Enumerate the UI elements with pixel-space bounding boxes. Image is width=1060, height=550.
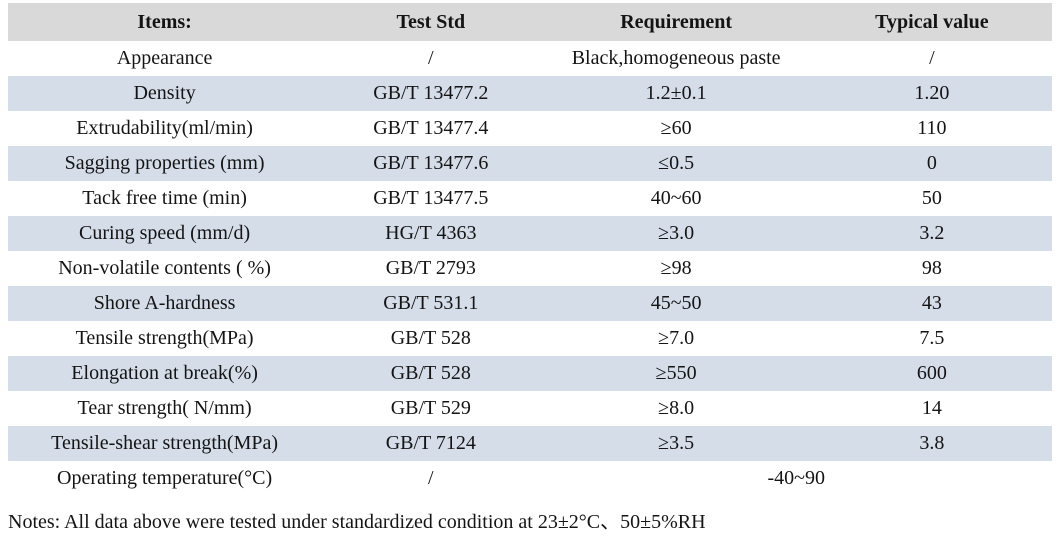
cell-test-std: GB/T 13477.2 <box>321 76 541 111</box>
cell-requirement: ≥98 <box>660 257 692 279</box>
cell-typical-value: 43 <box>811 286 1052 321</box>
cell-typical-value: 3.2 <box>811 216 1052 251</box>
spec-table: Items: Test Std Requirement Typical valu… <box>8 3 1052 496</box>
cell-item: Tensile-shear strength(MPa) <box>8 426 322 461</box>
cell-requirement: 1.2±0.1 <box>540 76 812 111</box>
column-header-test-std: Test Std <box>321 3 541 41</box>
cell-item: Sagging properties (mm) <box>8 146 322 181</box>
table-row: Elongation at break(%) GB/T 528 ≥550 600 <box>8 356 1052 391</box>
table-row: Appearance / Black,homogeneous paste / <box>8 41 1052 76</box>
cell-requirement: ≥3.5 <box>540 426 812 461</box>
cell-test-std: GB/T 13477.4 <box>373 117 489 139</box>
cell-typical-value: 0 <box>811 146 1052 181</box>
spec-table-body: Appearance / Black,homogeneous paste / Densi… <box>8 41 1052 496</box>
table-row: Tensile strength(MPa) GB/T 528 ≥7.0 7.5 <box>8 321 1052 356</box>
cell-typical-value: / <box>929 47 935 69</box>
column-header-items: Items: <box>8 3 322 41</box>
cell-requirement: ≥7.0 <box>658 327 695 349</box>
header-row: Items: Test Std Requirement Typical valu… <box>8 3 1052 41</box>
cell-typical-value: 1.20 <box>811 76 1052 111</box>
cell-item: Appearance <box>116 47 213 69</box>
cell-test-std: GB/T 13477.6 <box>321 146 541 181</box>
cell-requirement: ≥3.0 <box>540 216 812 251</box>
cell-requirement: ≤0.5 <box>540 146 812 181</box>
table-row: Sagging properties (mm) GB/T 13477.6 ≤0.5 0 <box>8 146 1052 181</box>
table-row: Tear strength( N/mm) GB/T 529 ≥8.0 14 <box>8 391 1052 426</box>
cell-requirement: ≥550 <box>540 356 812 391</box>
cell-requirement: ≥8.0 <box>658 397 695 419</box>
cell-typical-value: 110 <box>917 117 947 139</box>
cell-test-std: GB/T 531.1 <box>321 286 541 321</box>
table-row: Curing speed (mm/d) HG/T 4363 ≥3.0 3.2 <box>8 216 1052 251</box>
table-row: Tensile-shear strength(MPa) GB/T 7124 ≥3.5… <box>8 426 1052 461</box>
cell-item: Extrudability(ml/min) <box>76 117 253 139</box>
cell-item: Non-volatile contents ( %) <box>58 257 271 279</box>
spec-table-header: Items: Test Std Requirement Typical valu… <box>8 3 1052 41</box>
cell-typical-value: 14 <box>921 397 942 419</box>
notes-text: Notes: All data above were tested under … <box>8 511 706 533</box>
cell-requirement: ≥60 <box>660 117 692 139</box>
cell-item: Density <box>8 76 322 111</box>
cell-test-std: GB/T 528 <box>321 356 541 391</box>
cell-item: Operating temperature(°C) <box>57 467 273 489</box>
cell-typical-value: 600 <box>811 356 1052 391</box>
table-row: Non-volatile contents ( %) GB/T 2793 ≥98 98 <box>8 251 1052 286</box>
cell-item: Tensile strength(MPa) <box>75 327 254 349</box>
cell-requirement: 45~50 <box>540 286 812 321</box>
column-header-requirement: Requirement <box>540 3 812 41</box>
cell-item: Tack free time (min) <box>82 187 247 209</box>
cell-test-std: GB/T 2793 <box>385 257 476 279</box>
table-row: Tack free time (min) GB/T 13477.5 40~60 50 <box>8 181 1052 216</box>
cell-typical-value: 3.8 <box>811 426 1052 461</box>
cell-test-std: GB/T 13477.5 <box>373 187 489 209</box>
cell-typical-value: 98 <box>921 257 942 279</box>
table-row: Shore A-hardness GB/T 531.1 45~50 43 <box>8 286 1052 321</box>
cell-item: Curing speed (mm/d) <box>8 216 322 251</box>
cell-typical-value: 50 <box>921 187 942 209</box>
cell-test-std: / <box>428 47 434 69</box>
cell-test-std: / <box>428 467 434 489</box>
table-row: Density GB/T 13477.2 1.2±0.1 1.20 <box>8 76 1052 111</box>
cell-item: Shore A-hardness <box>8 286 322 321</box>
cell-requirement: -40~90 <box>767 467 825 489</box>
cell-test-std: GB/T 528 <box>390 327 471 349</box>
table-row: Operating temperature(°C) / -40~90 <box>8 461 1052 496</box>
cell-test-std: HG/T 4363 <box>321 216 541 251</box>
cell-requirement: Black,homogeneous paste <box>571 47 781 69</box>
column-header-typical-value: Typical value <box>811 3 1052 41</box>
cell-item: Tear strength( N/mm) <box>77 397 252 419</box>
cell-requirement: 40~60 <box>650 187 702 209</box>
cell-test-std: GB/T 7124 <box>321 426 541 461</box>
table-row: Extrudability(ml/min) GB/T 13477.4 ≥60 110 <box>8 111 1052 146</box>
cell-typical-value: 7.5 <box>919 327 945 349</box>
cell-item: Elongation at break(%) <box>8 356 322 391</box>
cell-test-std: GB/T 529 <box>390 397 471 419</box>
